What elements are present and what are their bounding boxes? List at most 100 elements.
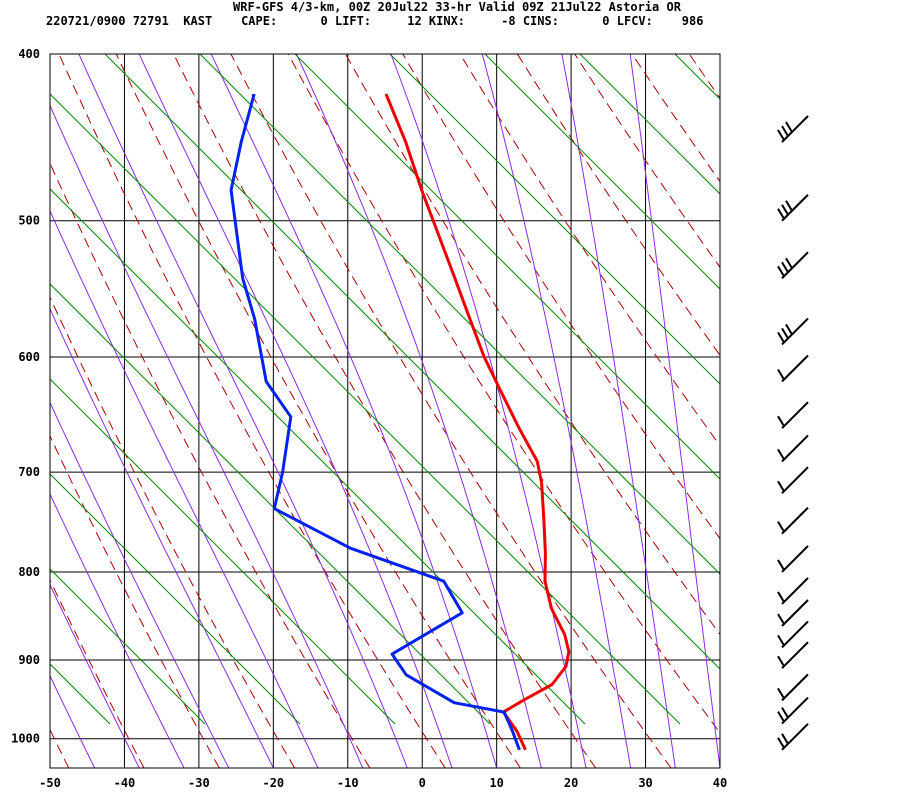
chart-title: WRF-GFS 4/3-km, 00Z 20Jul22 33-hr Valid … [233, 0, 681, 14]
wind-barb-feather [785, 200, 793, 212]
dry-adiabat [173, 54, 597, 768]
y-tick-label: 500 [18, 214, 40, 228]
mixing-ratio-line [0, 54, 15, 724]
wind-barb [777, 194, 809, 222]
wind-barb-feather [777, 448, 785, 460]
wind-barb-feather [781, 707, 789, 719]
moist-adiabat [50, 209, 319, 768]
mixing-ratio-line [104, 54, 720, 670]
mixing-ratio-line [484, 54, 720, 290]
temperature-trace [384, 93, 571, 751]
wind-barb [777, 545, 809, 573]
x-tick-label: -20 [262, 776, 284, 790]
x-tick-label: 0 [419, 776, 426, 790]
mixing-ratio-line [50, 663, 111, 725]
moist-adiabat [50, 307, 274, 768]
wind-barb-feather [777, 480, 785, 492]
wind-barb-feather [777, 559, 785, 571]
dry-adiabat [847, 35, 900, 768]
wind-barb-staff [781, 673, 809, 702]
wind-barb-staff [781, 115, 809, 143]
wind-barb [777, 354, 809, 383]
x-tick-label: 30 [638, 776, 652, 790]
wind-barb-feather [777, 737, 785, 749]
wind-barb [777, 577, 809, 605]
mixing-ratio-line [579, 54, 720, 195]
wind-barb-staff [781, 696, 809, 725]
wind-barb-feather [777, 415, 785, 427]
wind-barb-feather [781, 327, 789, 339]
dry-adiabat [287, 54, 720, 734]
chart-series [229, 93, 571, 751]
moist-adiabat [481, 54, 632, 768]
wind-barb [777, 317, 809, 346]
y-tick-label: 700 [18, 465, 40, 479]
wind-barb-feather [777, 687, 785, 699]
wind-barb-feather [777, 265, 785, 277]
dry-adiabat [115, 54, 521, 768]
wind-barb [777, 466, 809, 494]
wind-barb [777, 641, 809, 669]
wind-barb [777, 115, 809, 143]
dewpoint-trace [229, 93, 521, 751]
wind-barb [777, 723, 809, 751]
wind-barb-staff [781, 466, 809, 494]
wind-barb-feather [777, 521, 785, 533]
dry-adiabat [516, 54, 720, 357]
x-tick-label: 20 [564, 776, 578, 790]
dry-adiabat [574, 54, 720, 269]
x-tick-label: 10 [489, 776, 503, 790]
wind-barb-staff [781, 641, 809, 669]
wind-barb-staff [781, 577, 809, 605]
wind-barb-feather [785, 121, 793, 133]
mixing-ratio-line [199, 54, 720, 575]
wind-barb-feather [777, 655, 785, 667]
chart-subtitle: 220721/0900 72791 KAST CAPE: 0 LIFT: 12 … [46, 14, 704, 28]
mixing-ratio-line [50, 283, 491, 725]
wind-barb-feather [785, 323, 793, 335]
mixing-ratio-line [389, 54, 720, 385]
dry-adiabat [790, 35, 900, 768]
dry-adiabat [631, 54, 720, 183]
moist-adiabat [50, 401, 230, 768]
x-tick-label: -10 [337, 776, 359, 790]
wind-barb-staff [781, 599, 809, 627]
moist-adiabat [210, 54, 498, 768]
mixing-ratio-line [50, 378, 396, 725]
chart-guides [0, 35, 900, 768]
mixing-ratio-line [770, 54, 900, 724]
wind-barb-feather [785, 257, 793, 269]
x-tick-label: -50 [39, 776, 61, 790]
wind-barb [777, 599, 809, 627]
wind-barb [777, 673, 809, 702]
dry-adiabat [230, 54, 672, 768]
moist-adiabat [390, 54, 587, 768]
wind-barb-feather [777, 368, 785, 380]
mixing-ratio-line [50, 568, 206, 725]
wind-barb-staff [781, 251, 809, 279]
axis-ticks: 400 500 600 700 800 900 1000 -50 -40 -30 -20 -10 0 10… [11, 47, 727, 790]
wind-barbs [777, 115, 809, 751]
wind-barb [777, 434, 809, 463]
wind-barb-feather [781, 125, 789, 137]
mixing-ratio-line [674, 54, 720, 100]
wind-barb-staff [781, 194, 809, 222]
wind-barb-feather [781, 733, 789, 745]
wind-barb [777, 620, 809, 649]
mixing-ratio-line [50, 188, 586, 725]
chart-grid [49, 53, 721, 768]
mixing-ratio-line [50, 93, 681, 725]
wind-barb [777, 401, 809, 429]
y-tick-label: 800 [18, 565, 40, 579]
y-tick-label: 400 [18, 47, 40, 61]
moist-adiabat [50, 104, 364, 768]
wind-barb-staff [781, 354, 809, 383]
wind-barb-feather [777, 208, 785, 220]
x-tick-label: 40 [713, 776, 727, 790]
wind-barb-staff [781, 401, 809, 429]
wind-barb-staff [781, 506, 809, 535]
wind-barb-feather [777, 634, 785, 646]
wind-barb-feather [781, 204, 789, 216]
wind-barb-staff [781, 620, 809, 649]
